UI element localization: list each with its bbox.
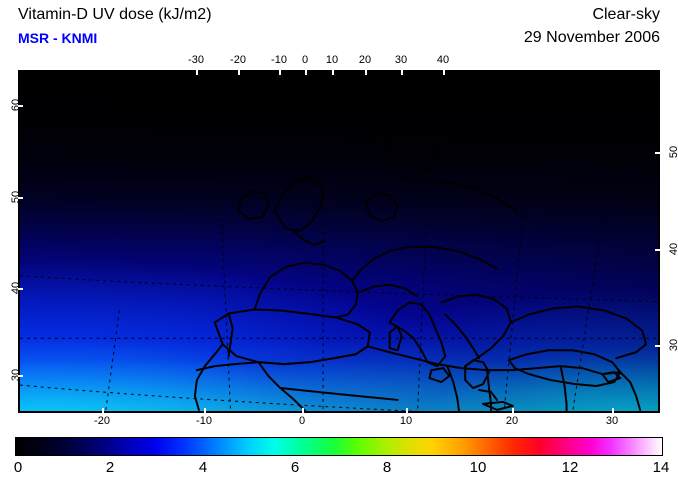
colorbar-tick: 6 bbox=[290, 459, 300, 476]
colorbar-tick: 12 bbox=[561, 459, 579, 476]
top-tick: 0 bbox=[301, 54, 309, 66]
map-overlay bbox=[20, 72, 658, 411]
uv-field-north-darkening bbox=[20, 72, 658, 411]
coastlines bbox=[193, 96, 648, 411]
figure-source-label: MSR - KNMI bbox=[18, 30, 98, 46]
top-tick: 20 bbox=[358, 54, 372, 66]
map-plot-area bbox=[18, 70, 660, 413]
colorbar bbox=[15, 437, 663, 456]
colorbar-tick: 14 bbox=[652, 459, 670, 476]
top-tick: -30 bbox=[188, 54, 204, 66]
bottom-tick: 0 bbox=[298, 415, 306, 427]
top-tick: -10 bbox=[271, 54, 287, 66]
right-tick: 30 bbox=[668, 338, 678, 352]
bottom-tick: 30 bbox=[605, 415, 619, 427]
top-tick: 10 bbox=[325, 54, 339, 66]
graticule-lines bbox=[20, 72, 658, 411]
top-tick: -20 bbox=[230, 54, 246, 66]
figure-title: Vitamin-D UV dose (kJ/m2) bbox=[18, 6, 212, 23]
right-tick: 40 bbox=[668, 242, 678, 256]
colorbar-tick: 8 bbox=[382, 459, 392, 476]
bottom-tick: 20 bbox=[505, 415, 519, 427]
sky-condition-label: Clear-sky bbox=[592, 6, 660, 23]
bottom-tick: 10 bbox=[399, 415, 413, 427]
colorbar-tick: 0 bbox=[13, 459, 23, 476]
colorbar-tick: 10 bbox=[469, 459, 487, 476]
top-tick: 40 bbox=[436, 54, 450, 66]
figure-date: 29 November 2006 bbox=[523, 29, 660, 46]
colorbar-tick: 4 bbox=[198, 459, 208, 476]
right-tick: 50 bbox=[668, 145, 678, 159]
top-tick: 30 bbox=[394, 54, 408, 66]
bottom-tick: -10 bbox=[196, 415, 212, 427]
colorbar-gradient bbox=[15, 437, 663, 456]
bottom-tick: -20 bbox=[94, 415, 110, 427]
uv-dose-field bbox=[20, 72, 658, 411]
colorbar-tick: 2 bbox=[105, 459, 115, 476]
